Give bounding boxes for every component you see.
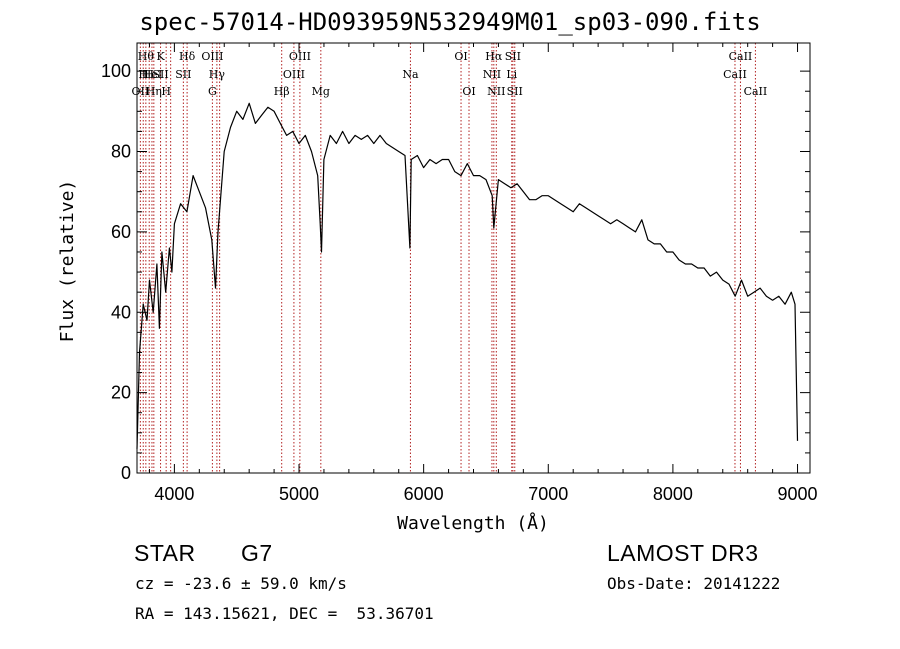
line-marker-label: Li bbox=[506, 68, 517, 81]
line-marker-label: NII bbox=[483, 68, 501, 81]
line-marker-label: SII bbox=[505, 50, 521, 63]
x-axis-label: Wavelength (Å) bbox=[397, 512, 549, 534]
x-tick-label: 7000 bbox=[528, 484, 568, 504]
y-axis-label: Flux (relative) bbox=[57, 180, 78, 343]
line-marker-label: H bbox=[161, 85, 171, 98]
y-axis: 0 20 40 60 80 100 bbox=[101, 61, 810, 483]
survey-name: LAMOST DR3 bbox=[607, 540, 759, 566]
line-marker-label: OIII bbox=[289, 50, 311, 63]
line-markers-group bbox=[139, 43, 756, 473]
line-marker-label: CaII bbox=[744, 85, 768, 98]
series-group bbox=[136, 102, 799, 449]
obs-date-text: Obs-Date: 20141222 bbox=[607, 574, 781, 593]
line-marker-label: Hθ bbox=[138, 50, 155, 63]
spectrum-line bbox=[136, 102, 799, 449]
line-marker-label: Na bbox=[402, 68, 419, 81]
line-marker-label: OIII bbox=[201, 50, 223, 63]
line-marker-label: G bbox=[208, 85, 217, 98]
line-marker-label: OIII bbox=[283, 68, 305, 81]
line-marker-label: Hα bbox=[485, 50, 503, 63]
line-marker-label: OI bbox=[462, 85, 475, 98]
x-tick-label: 4000 bbox=[154, 484, 194, 504]
line-marker-label: CaII bbox=[723, 68, 747, 81]
line-marker-label: NII bbox=[487, 85, 505, 98]
line-marker-label: Mg bbox=[312, 85, 330, 98]
line-marker-label: SII bbox=[152, 68, 168, 81]
x-axis: 4000 5000 6000 7000 8000 9000 bbox=[148, 43, 818, 504]
y-tick-label: 20 bbox=[111, 383, 131, 403]
y-tick-label: 60 bbox=[111, 222, 131, 242]
plot-frame bbox=[136, 42, 811, 474]
x-tick-label: 9000 bbox=[778, 484, 818, 504]
line-marker-label: Hγ bbox=[209, 68, 226, 81]
line-marker-label: K bbox=[156, 50, 165, 63]
x-tick-label: 6000 bbox=[404, 484, 444, 504]
line-marker-label: Hβ bbox=[274, 85, 290, 98]
line-marker-label: SII bbox=[175, 68, 191, 81]
coordinates-text: RA = 143.15621, DEC = 53.36701 bbox=[135, 604, 434, 623]
line-marker-label: OI bbox=[454, 50, 467, 63]
line-marker-label: CaII bbox=[729, 50, 753, 63]
chart-title: spec-57014-HD093959N532949M01_sp03-090.f… bbox=[139, 8, 761, 36]
line-marker-label: H bbox=[144, 68, 154, 81]
x-tick-label: 8000 bbox=[653, 484, 693, 504]
y-tick-label: 100 bbox=[101, 61, 131, 81]
line-marker-label: Hδ bbox=[179, 50, 196, 63]
y-tick-label: 40 bbox=[111, 302, 131, 322]
object-subclass: G7 bbox=[241, 540, 273, 566]
line-marker-label: SII bbox=[507, 85, 523, 98]
x-tick-label: 5000 bbox=[279, 484, 319, 504]
line-marker-label: Hη bbox=[146, 85, 162, 98]
object-class: STAR bbox=[134, 540, 196, 566]
line-marker-label: H bbox=[138, 68, 148, 81]
y-tick-label: 80 bbox=[111, 142, 131, 162]
y-tick-label: 0 bbox=[121, 463, 131, 483]
redshift-text: cz = -23.6 ± 59.0 km/s bbox=[135, 574, 347, 593]
